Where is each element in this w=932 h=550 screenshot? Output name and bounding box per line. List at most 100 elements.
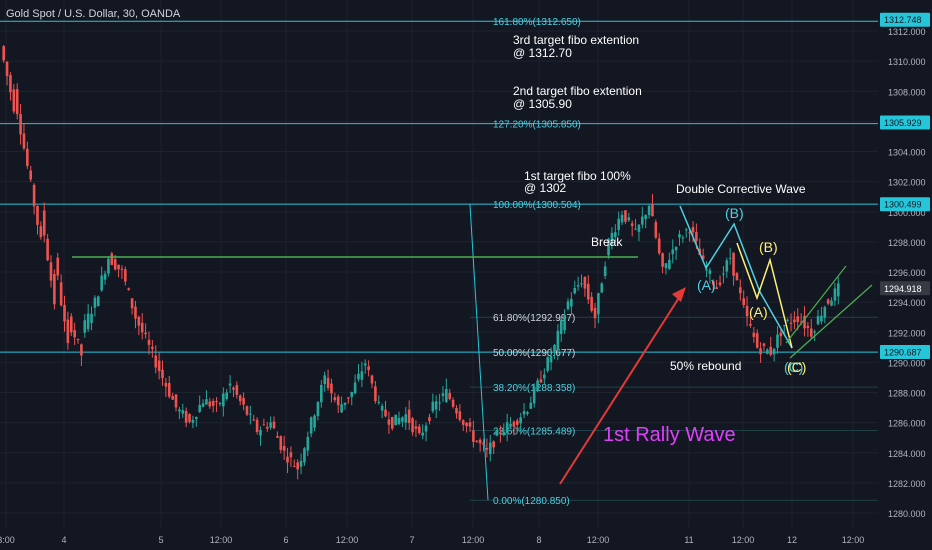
candle-body — [36, 206, 39, 225]
fib-label: 127.20%(1305.850) — [493, 120, 581, 131]
y-tick-label: 1288.000 — [888, 389, 926, 399]
candle-body — [813, 331, 816, 333]
candle-body — [303, 448, 306, 463]
time-axis[interactable]: 3:00 4 5 12:00 6 12:00 7 12:00 8 12:00 11 12:00 12 12… — [0, 535, 864, 545]
candle-body — [451, 399, 455, 407]
candle-body — [147, 339, 151, 345]
x-tick-label: 4 — [61, 535, 66, 545]
price-tag-box — [880, 115, 930, 130]
candle-body — [367, 366, 370, 371]
candle-body — [117, 264, 120, 270]
candle-body — [265, 426, 269, 429]
candle-body — [431, 401, 435, 412]
candle-body — [100, 275, 103, 291]
candle-body — [205, 399, 208, 405]
x-tick-label: 12:00 — [732, 535, 755, 545]
candle-body — [546, 357, 550, 371]
price-axis-background — [878, 0, 932, 528]
candle-body — [752, 332, 756, 337]
candle-body — [674, 247, 678, 251]
candle-body — [455, 408, 458, 414]
candle-body — [326, 377, 330, 388]
candle-body — [664, 263, 668, 269]
candle-body — [370, 375, 374, 384]
candle-body — [532, 387, 536, 404]
candle-body — [53, 274, 56, 305]
y-tick-label: 1294.000 — [888, 298, 926, 308]
candle-body — [766, 349, 769, 354]
annotation-text: @ 1302 — [524, 181, 567, 195]
candle-body — [97, 296, 100, 307]
fib-anchor-line — [469, 204, 489, 501]
candle-body — [380, 405, 384, 411]
candle-body — [215, 401, 218, 403]
candle-body — [728, 257, 732, 259]
candle-body — [56, 257, 60, 276]
candle-body — [661, 253, 664, 267]
candle-body — [539, 379, 543, 383]
candle-body — [157, 360, 161, 372]
candle-body — [475, 440, 479, 442]
candle-body — [678, 234, 681, 238]
candle-body — [178, 409, 181, 412]
candle-body — [806, 325, 810, 329]
candle-body — [167, 383, 171, 397]
candle-body — [387, 419, 391, 425]
candle-body — [164, 382, 168, 387]
candle-body — [580, 283, 583, 285]
candle-body — [151, 346, 154, 349]
channel-upper — [785, 265, 847, 344]
annotation-text: 1st Rally Wave — [603, 424, 736, 446]
candle-body — [590, 296, 593, 311]
candle-body — [29, 170, 33, 180]
x-tick-label: 5 — [158, 535, 163, 545]
candle-body — [488, 442, 492, 454]
candle-body — [701, 255, 705, 260]
candle-body — [630, 223, 634, 226]
candle-body — [833, 288, 837, 301]
fib-label: 0.00%(1280.850) — [493, 496, 570, 507]
candle-body — [390, 416, 394, 429]
candle-body — [624, 210, 627, 222]
candle-body — [279, 436, 283, 451]
candle-body — [49, 262, 53, 281]
candle-body — [705, 269, 708, 271]
candle-body — [80, 344, 83, 356]
candle-body — [15, 89, 19, 115]
candle-body — [2, 46, 5, 61]
candle-body — [755, 333, 759, 348]
candle-body — [286, 456, 289, 463]
candle-body — [745, 305, 749, 317]
y-tick-label: 1284.000 — [888, 449, 926, 459]
candle-body — [695, 232, 698, 241]
candle-body — [505, 422, 509, 433]
candle-body — [83, 320, 87, 333]
candle-body — [42, 210, 46, 236]
price-tag-label: 1294.918 — [884, 284, 922, 294]
candle-body — [472, 430, 475, 442]
candle-body — [837, 283, 840, 297]
candle-body — [627, 217, 631, 221]
price-tag-box — [880, 281, 930, 296]
candle-body — [465, 422, 468, 427]
candle-body — [140, 322, 144, 333]
chart-title: Gold Spot / U.S. Dollar, 30, OANDA — [6, 8, 181, 20]
wave-cyan — [679, 205, 793, 349]
candle-body — [418, 426, 421, 433]
candle-body — [59, 282, 63, 306]
candle-body — [634, 228, 637, 230]
candle-body — [644, 215, 648, 220]
y-tick-label: 1304.000 — [888, 148, 926, 158]
candle-body — [600, 283, 604, 293]
candle-body — [289, 452, 293, 458]
candle-body — [586, 283, 590, 300]
candle-body — [509, 424, 512, 427]
candle-body — [495, 429, 499, 436]
candle-body — [516, 420, 519, 425]
candle-body — [225, 392, 229, 399]
candle-body — [424, 425, 428, 432]
candle-body — [718, 282, 722, 285]
candle-body — [144, 332, 147, 335]
fib-label: 50.00%(1290.677) — [493, 348, 575, 359]
